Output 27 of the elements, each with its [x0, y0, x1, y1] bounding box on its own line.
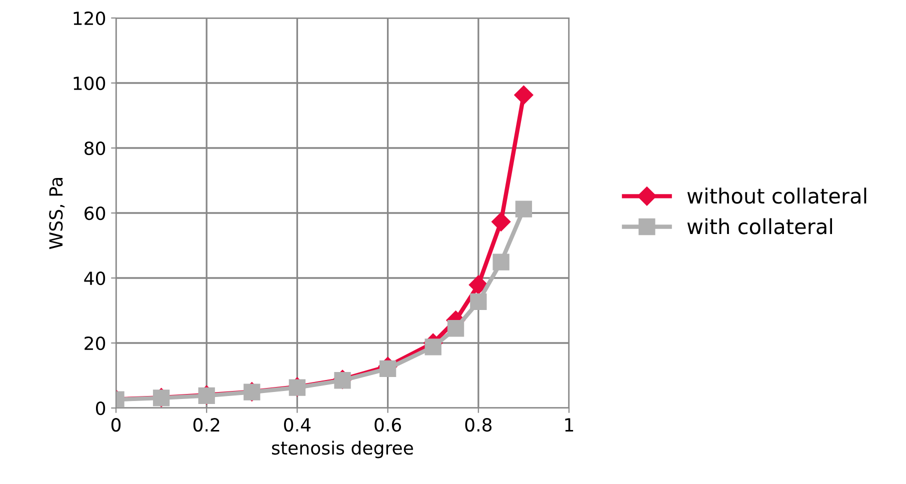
- point: [470, 293, 487, 310]
- x-tick-label: 0.6: [374, 418, 402, 432]
- y-tick-label: 0: [96, 401, 106, 416]
- point: [424, 338, 442, 356]
- x-tick-label: 1: [565, 418, 574, 432]
- point: [492, 254, 510, 270]
- y-tick-label: 80: [84, 141, 106, 156]
- point: [468, 275, 488, 294]
- legend-label: without collateral: [687, 188, 866, 204]
- y-axis-title: WSS, Pa: [49, 178, 65, 250]
- x-tick-label: 0: [111, 418, 121, 432]
- legend-label: with collateral: [687, 218, 832, 234]
- point: [379, 360, 396, 378]
- point: [515, 200, 532, 218]
- point: [447, 320, 464, 337]
- y-tick-label: 100: [74, 76, 106, 90]
- y-tick-label: 60: [84, 206, 106, 220]
- x-tick-label: 0.2: [193, 418, 220, 432]
- point: [492, 212, 511, 232]
- x-tick-label: 0.4: [284, 418, 311, 432]
- point: [334, 372, 351, 389]
- y-tick-label: 40: [84, 271, 106, 286]
- y-tick-label: 20: [84, 336, 106, 350]
- x-tick-label: 0.8: [465, 418, 492, 432]
- point: [514, 85, 534, 105]
- x-axis-title: stenosis degree: [272, 440, 413, 458]
- y-tick-label: 120: [74, 11, 106, 26]
